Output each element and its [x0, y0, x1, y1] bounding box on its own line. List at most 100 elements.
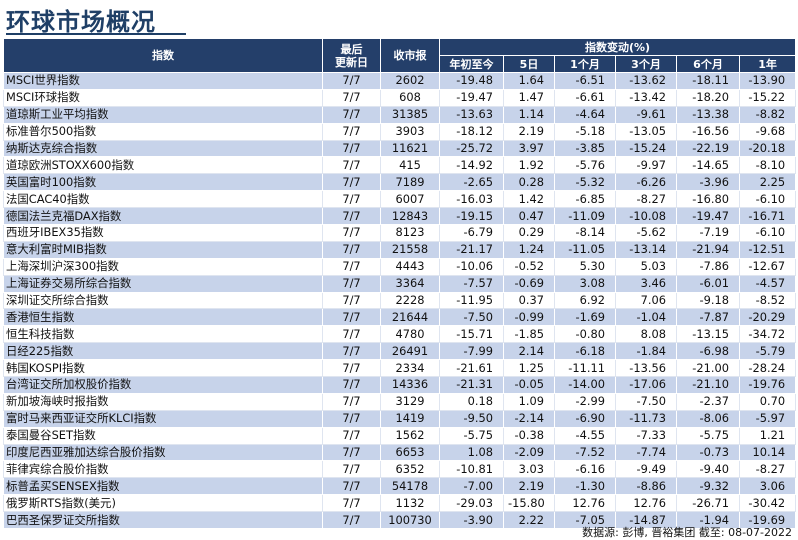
- table-row: 巴西圣保罗证交所指数 7/7 100730 -3.90 2.22 -7.05 -14.87-…: [3, 511, 797, 530]
- ytd-change-cell: -5.75: [439, 426, 504, 445]
- ytd-change-cell: -7.99: [439, 342, 504, 361]
- 1y-change-cell: 2.25: [738, 173, 797, 192]
- table-body: MSCI世界指数 7/7 2602 -19.48 1.64 -6.51 -13.62 -18.…: [3, 72, 797, 530]
- 3m-change-cell: -13.56: [615, 359, 677, 378]
- close-cell: 4780: [380, 325, 440, 344]
- last-updated-cell: 7/7: [322, 494, 381, 513]
- table-row: 泰国曼谷SET指数 7/7 1562 -5.75 -0.38 -4.55 -7.33 -5.7…: [3, 426, 797, 445]
- ytd-change-cell: 0.18: [439, 392, 504, 411]
- 1y-change-cell: -6.10: [738, 224, 797, 242]
- table-row: 法国CAC40指数 7/7 6007 -16.03 1.42 -6.85 -8.27 -16.…: [3, 190, 797, 209]
- 5d-change-cell: -2.09: [503, 443, 555, 462]
- index-name-cell: 上海深圳沪深300指数: [3, 257, 323, 276]
- last-updated-cell: 7/7: [322, 274, 381, 293]
- 6m-change-cell: -9.18: [676, 291, 740, 310]
- table-row: 道琼斯工业平均指数 7/7 31385 -13.63 1.14 -4.64 -9.61 -13…: [3, 105, 797, 124]
- index-name-cell: 日经225指数: [3, 342, 323, 361]
- table-row: 道琼欧洲STOXX600指数 7/7 415 -14.92 1.92 -5.76 -9.97…: [3, 156, 797, 175]
- header-last-updated-line1: 最后: [340, 42, 363, 56]
- 6m-change-cell: -3.96: [676, 173, 740, 192]
- 1y-change-cell: 10.14: [738, 443, 797, 462]
- 1m-change-cell: -11.05: [554, 240, 616, 259]
- 3m-change-cell: -17.06: [615, 376, 677, 394]
- 6m-change-cell: -18.11: [676, 72, 740, 90]
- ytd-change-cell: -11.95: [439, 291, 504, 310]
- 6m-change-cell: -16.80: [676, 190, 740, 209]
- close-cell: 2228: [380, 291, 440, 310]
- ytd-change-cell: -10.81: [439, 460, 504, 479]
- 3m-change-cell: -11.73: [615, 409, 677, 428]
- last-updated-cell: 7/7: [322, 122, 381, 141]
- close-cell: 7189: [380, 173, 440, 192]
- 1y-change-cell: -5.79: [738, 342, 797, 361]
- index-name-cell: 俄罗斯RTS指数(美元): [3, 494, 323, 513]
- ytd-change-cell: -7.00: [439, 477, 504, 496]
- last-updated-cell: 7/7: [322, 460, 381, 479]
- index-name-cell: 富时马来西亚证交所KLCI指数: [3, 409, 323, 428]
- last-updated-cell: 7/7: [322, 477, 381, 496]
- 1y-change-cell: -19.76: [738, 376, 797, 394]
- ytd-change-cell: -21.61: [439, 359, 504, 378]
- 1m-change-cell: -0.80: [554, 325, 616, 344]
- 1y-change-cell: -8.10: [738, 156, 797, 175]
- ytd-change-cell: -7.57: [439, 274, 504, 293]
- last-updated-cell: 7/7: [322, 409, 381, 428]
- index-name-cell: 道琼欧洲STOXX600指数: [3, 156, 323, 175]
- header-index: 指数: [3, 38, 323, 73]
- 6m-change-cell: -1.94: [676, 511, 740, 530]
- index-name-cell: 印度尼西亚雅加达综合股价指数: [3, 443, 323, 462]
- close-cell: 608: [380, 88, 440, 107]
- index-name-cell: 上海证券交易所综合指数: [3, 274, 323, 293]
- table-row: 香港恒生指数 7/7 21644 -7.50 -0.99 -1.69 -1.04 -7.87-…: [3, 308, 797, 327]
- 5d-change-cell: 1.47: [503, 88, 555, 107]
- ytd-change-cell: -21.31: [439, 376, 504, 394]
- index-name-cell: 标普孟买SENSEX指数: [3, 477, 323, 496]
- last-updated-cell: 7/7: [322, 224, 381, 242]
- 6m-change-cell: -7.87: [676, 308, 740, 327]
- 3m-change-cell: -15.24: [615, 139, 677, 158]
- last-updated-cell: 7/7: [322, 88, 381, 107]
- 3m-change-cell: 5.03: [615, 257, 677, 276]
- last-updated-cell: 7/7: [322, 443, 381, 462]
- 6m-change-cell: -18.20: [676, 88, 740, 107]
- 5d-change-cell: 0.37: [503, 291, 555, 310]
- close-cell: 3903: [380, 122, 440, 141]
- 1m-change-cell: -2.99: [554, 392, 616, 411]
- last-updated-cell: 7/7: [322, 240, 381, 259]
- close-cell: 21644: [380, 308, 440, 327]
- 3m-change-cell: 8.08: [615, 325, 677, 344]
- ytd-change-cell: -9.50: [439, 409, 504, 428]
- 6m-change-cell: -19.47: [676, 207, 740, 226]
- ytd-change-cell: -6.79: [439, 224, 504, 242]
- close-cell: 100730: [380, 511, 440, 530]
- 1m-change-cell: -11.11: [554, 359, 616, 378]
- 1m-change-cell: -5.32: [554, 173, 616, 192]
- close-cell: 26491: [380, 342, 440, 361]
- table-row: MSCI环球指数 7/7 608 -19.47 1.47 -6.61 -13.42 -18.2…: [3, 88, 797, 107]
- ytd-change-cell: -18.12: [439, 122, 504, 141]
- close-cell: 11621: [380, 139, 440, 158]
- ytd-change-cell: -16.03: [439, 190, 504, 209]
- table-row: 西班牙IBEX35指数 7/7 8123 -6.79 0.29 -8.14 -5.62 -7.…: [3, 224, 797, 242]
- close-cell: 12843: [380, 207, 440, 226]
- page-title: 环球市场概况: [6, 8, 156, 36]
- ytd-change-cell: -13.63: [439, 105, 504, 124]
- 6m-change-cell: -7.19: [676, 224, 740, 242]
- ytd-change-cell: -7.50: [439, 308, 504, 327]
- 1m-change-cell: 3.08: [554, 274, 616, 293]
- 1y-change-cell: -15.22: [738, 88, 797, 107]
- 3m-change-cell: -7.50: [615, 392, 677, 411]
- 3m-change-cell: -13.42: [615, 88, 677, 107]
- 3m-change-cell: -7.74: [615, 443, 677, 462]
- 6m-change-cell: -21.10: [676, 376, 740, 394]
- 3m-change-cell: -13.05: [615, 122, 677, 141]
- index-name-cell: 纳斯达克综合指数: [3, 139, 323, 158]
- 1y-change-cell: -8.52: [738, 291, 797, 310]
- index-name-cell: 意大利富时MIB指数: [3, 240, 323, 259]
- ytd-change-cell: -3.90: [439, 511, 504, 530]
- 1y-change-cell: 3.06: [738, 477, 797, 496]
- index-name-cell: 法国CAC40指数: [3, 190, 323, 209]
- 6m-change-cell: -13.15: [676, 325, 740, 344]
- table-row: 深圳证交所综合指数 7/7 2228 -11.95 0.37 6.92 7.06 -9.18-…: [3, 291, 797, 310]
- last-updated-cell: 7/7: [322, 325, 381, 344]
